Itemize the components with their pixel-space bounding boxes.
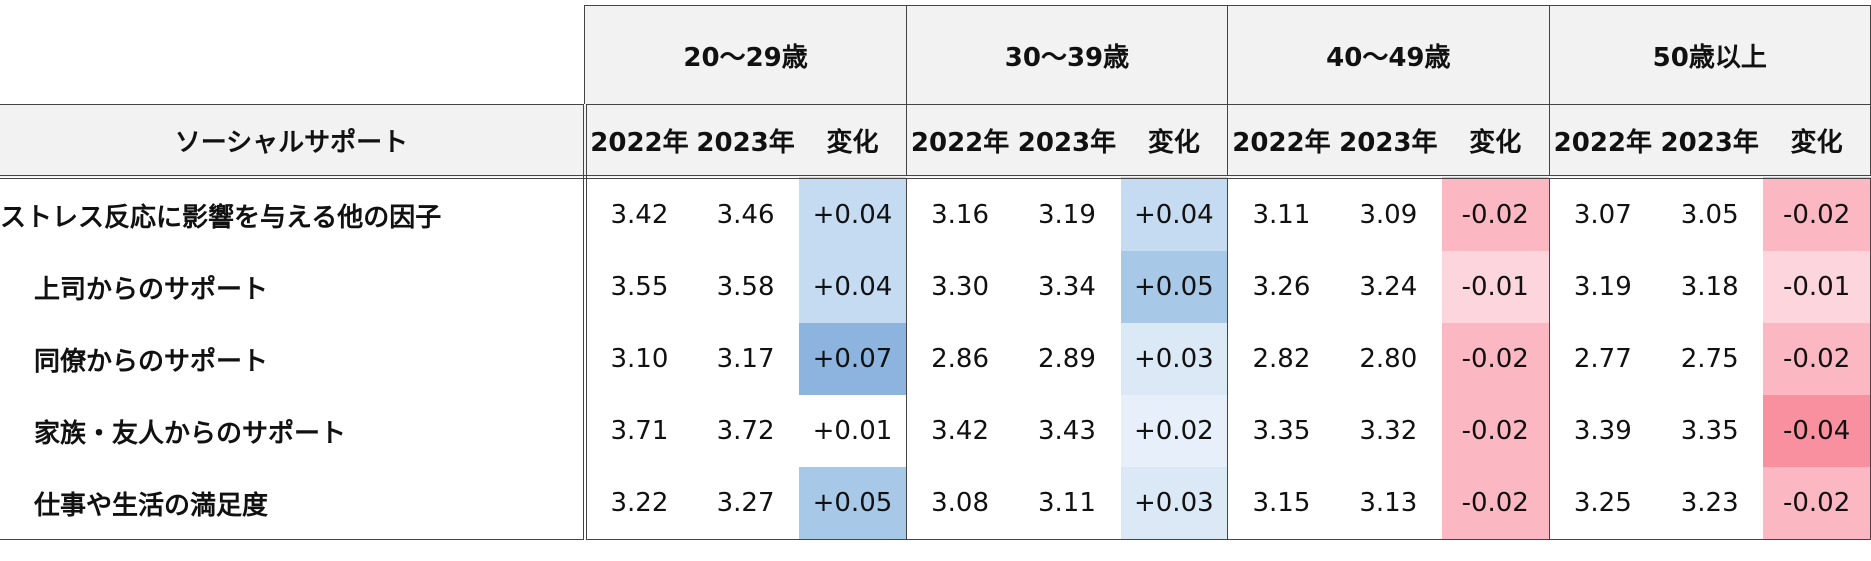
change-cell: +0.01 xyxy=(799,395,907,467)
sub-header: 2022年 xyxy=(1227,104,1335,179)
group-header: 20～29歳 xyxy=(584,5,907,105)
value-cell: 3.34 xyxy=(1038,272,1096,302)
value-cell: 3.58 xyxy=(716,272,775,302)
value-cell: 3.18 xyxy=(1680,272,1739,302)
value-cell: 2.82 xyxy=(1252,344,1311,374)
value-cell: 3.46 xyxy=(716,200,775,230)
value-cell: 3.72 xyxy=(716,416,775,446)
sub-header: 2023年 xyxy=(1013,104,1121,179)
value-cell: 3.11 xyxy=(1013,467,1121,540)
row-label: 同僚からのサポート xyxy=(0,323,587,395)
sub-header: 変化 xyxy=(1441,104,1550,179)
value-cell: 3.35 xyxy=(1252,416,1311,446)
change-cell: -0.01 xyxy=(1441,251,1550,323)
change-cell: +0.07 xyxy=(799,323,907,395)
value-cell: 2.80 xyxy=(1359,344,1418,374)
value-cell: 3.13 xyxy=(1334,467,1442,540)
group-header: 30～39歳 xyxy=(905,5,1229,105)
change-cell: -0.02 xyxy=(1441,395,1550,467)
change-cell: +0.04 xyxy=(1120,177,1229,251)
row-label: 家族・友人からのサポート xyxy=(0,395,587,467)
value-cell: 3.09 xyxy=(1359,200,1418,230)
corner-header: ソーシャルサポート xyxy=(0,104,587,179)
value-cell: 3.43 xyxy=(1038,416,1096,446)
data-row: 上司からのサポート 3.55 3.58 +0.04 3.30 3.34 +0.05 3.26 3… xyxy=(0,251,1871,323)
value-cell: 3.27 xyxy=(692,467,800,540)
value-cell: 3.35 xyxy=(1680,416,1739,446)
data-row: 仕事や生活の満足度 3.22 3.27 +0.05 3.08 3.11 +0.03 3.15 3… xyxy=(0,467,1871,540)
data-row: ストレス反応に影響を与える他の因子 3.42 3.46 +0.04 3.16 3.19 +0… xyxy=(0,177,1871,251)
page: 20～29歳 30～39歳 40～49歳 50歳以上 ソーシャルサポート 2022年 202… xyxy=(0,5,1871,561)
value-cell: 2.75 xyxy=(1680,344,1739,374)
value-cell: 3.19 xyxy=(1573,272,1632,302)
change-cell: -0.04 xyxy=(1763,395,1871,467)
group-header: 50歳以上 xyxy=(1548,5,1871,105)
change-cell: -0.02 xyxy=(1763,177,1871,251)
sub-header-row: ソーシャルサポート 2022年 2023年 変化 2022年 2023年 変化 2022年 20… xyxy=(0,104,1871,179)
change-cell: +0.04 xyxy=(799,177,907,251)
change-cell: +0.03 xyxy=(1120,467,1229,540)
value-cell: 3.16 xyxy=(931,200,990,230)
value-cell: 3.26 xyxy=(1252,272,1311,302)
value-cell: 3.19 xyxy=(1038,200,1096,230)
change-cell: +0.03 xyxy=(1120,323,1229,395)
change-cell: -0.02 xyxy=(1763,467,1871,540)
blank-cell xyxy=(0,6,585,105)
value-cell: 3.08 xyxy=(906,467,1014,540)
sub-header: 2022年 xyxy=(584,104,693,179)
sub-header: 変化 xyxy=(1120,104,1229,179)
value-cell: 2.89 xyxy=(1038,344,1096,374)
change-cell: -0.01 xyxy=(1763,251,1871,323)
data-row: 家族・友人からのサポート 3.71 3.72 +0.01 3.42 3.43 +0.02 3.… xyxy=(0,395,1871,467)
group-header: 40～49歳 xyxy=(1227,5,1550,105)
row-label: ストレス反応に影響を与える他の因子 xyxy=(0,177,587,251)
sub-header: 2023年 xyxy=(1656,104,1764,179)
value-cell: 3.42 xyxy=(931,416,990,446)
group-header-row: 20～29歳 30～39歳 40～49歳 50歳以上 xyxy=(0,5,1871,105)
sub-header: 2022年 xyxy=(906,104,1014,179)
change-cell: +0.02 xyxy=(1120,395,1229,467)
row-label: 仕事や生活の満足度 xyxy=(0,467,587,540)
sub-header: 変化 xyxy=(799,104,907,179)
sub-header: 2022年 xyxy=(1549,104,1657,179)
sub-header: 変化 xyxy=(1763,104,1871,179)
change-cell: -0.02 xyxy=(1441,323,1550,395)
value-cell: 3.71 xyxy=(610,416,669,446)
change-cell: +0.05 xyxy=(1120,251,1229,323)
data-row: 同僚からのサポート 3.10 3.17 +0.07 2.86 2.89 +0.03 2.82 2… xyxy=(0,323,1871,395)
value-cell: 3.42 xyxy=(610,200,669,230)
value-cell: 3.39 xyxy=(1573,416,1632,446)
value-cell: 3.07 xyxy=(1573,200,1632,230)
change-cell: +0.05 xyxy=(799,467,907,540)
change-cell: -0.02 xyxy=(1763,323,1871,395)
change-cell: -0.02 xyxy=(1441,177,1550,251)
value-cell: 3.05 xyxy=(1680,200,1739,230)
value-cell: 3.15 xyxy=(1227,467,1335,540)
sub-header: 2023年 xyxy=(692,104,800,179)
table: 20～29歳 30～39歳 40～49歳 50歳以上 ソーシャルサポート 2022年 202… xyxy=(0,5,1871,540)
change-cell: +0.04 xyxy=(799,251,907,323)
value-cell: 3.10 xyxy=(610,344,669,374)
value-cell: 3.30 xyxy=(931,272,990,302)
value-cell: 3.17 xyxy=(716,344,775,374)
value-cell: 2.86 xyxy=(931,344,990,374)
change-cell: -0.02 xyxy=(1441,467,1550,540)
value-cell: 2.77 xyxy=(1573,344,1632,374)
value-cell: 3.24 xyxy=(1359,272,1418,302)
value-cell: 3.11 xyxy=(1252,200,1311,230)
value-cell: 3.55 xyxy=(610,272,669,302)
value-cell: 3.25 xyxy=(1549,467,1657,540)
value-cell: 3.32 xyxy=(1359,416,1418,446)
value-cell: 3.22 xyxy=(584,467,693,540)
row-label: 上司からのサポート xyxy=(0,251,587,323)
sub-header: 2023年 xyxy=(1334,104,1442,179)
value-cell: 3.23 xyxy=(1656,467,1764,540)
